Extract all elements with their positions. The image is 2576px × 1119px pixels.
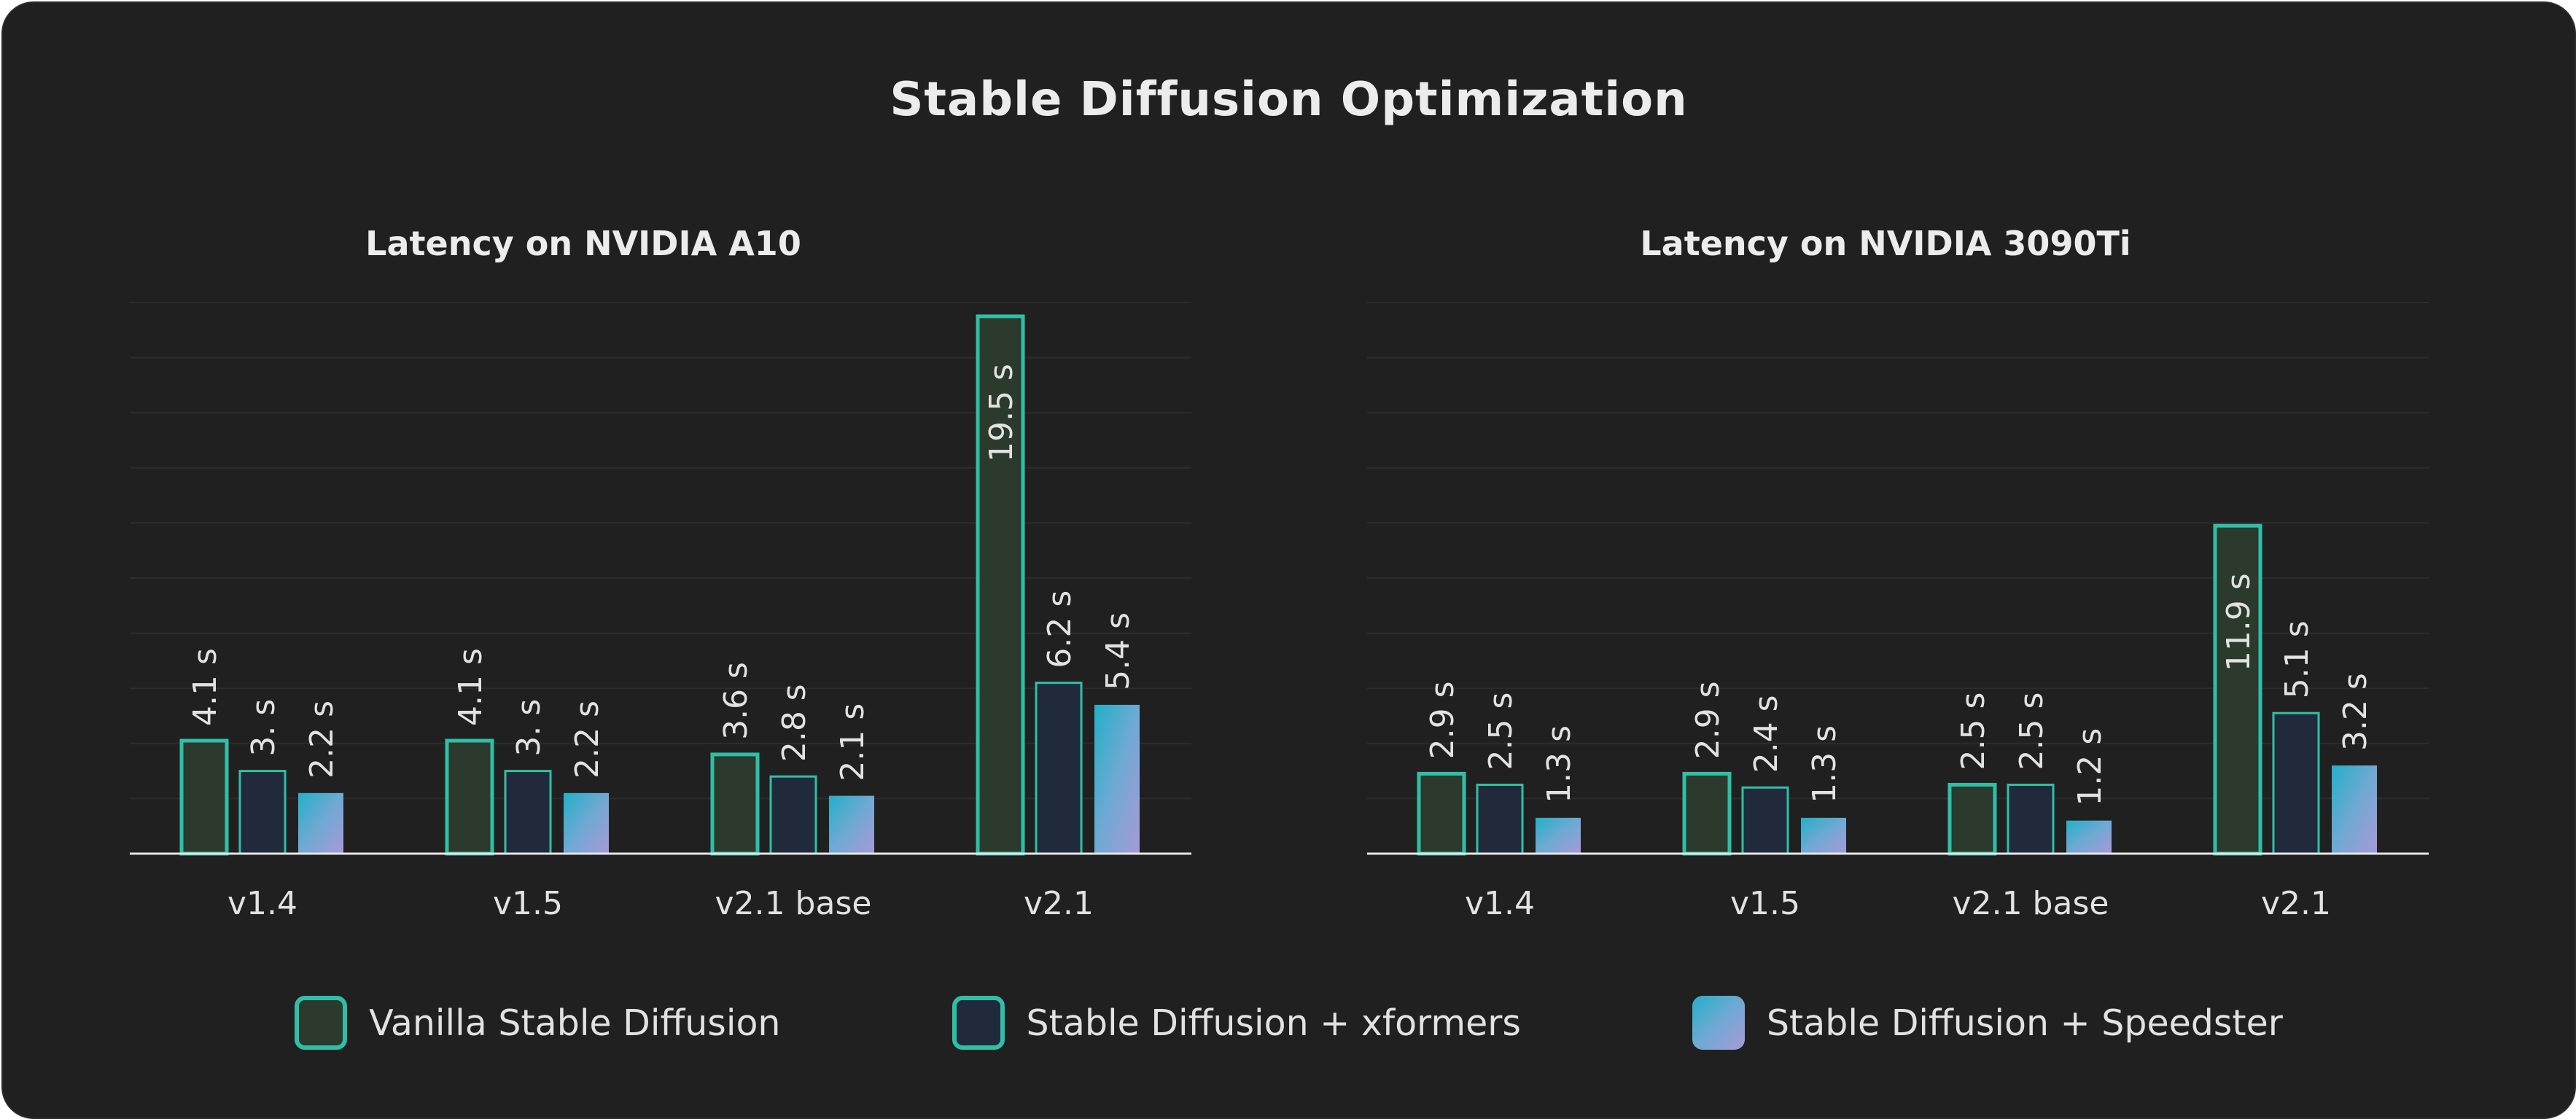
legend-item-xformers: Stable Diffusion + xformers — [952, 992, 1521, 1053]
chart-title: Latency on NVIDIA A10 — [365, 224, 801, 263]
data-label: 2.9 s — [1689, 681, 1727, 759]
data-label: 1.2 s — [2071, 728, 2109, 806]
bar-speedster-v2-1-base — [829, 795, 874, 854]
category-label: v1.4 — [227, 885, 297, 922]
category-label: v2.1 — [1024, 885, 1094, 922]
bar-speedster-v1-4 — [298, 792, 343, 854]
bar-xformers-v2-1-base — [769, 775, 817, 855]
data-label: 2.2 s — [303, 701, 341, 779]
bar-xformers-v2-1 — [2272, 711, 2320, 855]
data-label: 6.2 s — [1041, 590, 1078, 668]
data-label: 3. s — [245, 699, 282, 757]
bar-vanilla-v1-5 — [445, 738, 494, 856]
category-label: v2.1 base — [715, 885, 872, 922]
data-label: 1.3 s — [1541, 725, 1578, 803]
data-label: 2.1 s — [834, 703, 871, 781]
data-label: 4.1 s — [452, 648, 489, 726]
bar-vanilla-v1-5 — [1682, 771, 1732, 856]
bar-xformers-v2-1 — [1035, 682, 1083, 855]
bar-speedster-v1-4 — [1536, 817, 1581, 854]
data-label: 19.5 s — [983, 364, 1020, 462]
data-label: 2.5 s — [2013, 693, 2050, 771]
main-title: Stable Diffusion Optimization — [890, 73, 1688, 127]
bar-speedster-v1-5 — [564, 792, 609, 854]
category-label: v1.5 — [493, 885, 563, 922]
bar-vanilla-v1-4 — [179, 738, 229, 856]
category-label: v2.1 — [2261, 885, 2331, 922]
bar-vanilla-v2-1 — [976, 314, 1025, 856]
data-label: 3. s — [510, 699, 548, 757]
bar-speedster-v2-1 — [2332, 765, 2377, 854]
data-label: 2.4 s — [1748, 695, 1785, 773]
bar-speedster-v1-5 — [1801, 817, 1846, 854]
legend-swatch-vanilla — [295, 996, 348, 1050]
charts-canvas: Latency on NVIDIA A10 4.1 s 3. s 2.2 s v1.4 4… — [130, 224, 2429, 922]
legend-swatch-xformers — [952, 996, 1005, 1050]
category-label: v1.5 — [1730, 885, 1800, 922]
legend-label-vanilla: Vanilla Stable Diffusion — [369, 1002, 781, 1044]
legend-item-vanilla: Vanilla Stable Diffusion — [295, 992, 781, 1053]
legend-label-speedster: Stable Diffusion + Speedster — [1766, 1002, 2283, 1044]
data-label: 5.1 s — [2279, 620, 2316, 698]
data-label: 2.8 s — [776, 684, 813, 762]
data-label: 3.2 s — [2337, 673, 2374, 751]
data-label: 11.9 s — [2220, 573, 2257, 671]
category-label: v1.4 — [1465, 885, 1535, 922]
legend-item-speedster: Stable Diffusion + Speedster — [1692, 992, 2283, 1053]
data-label: 3.6 s — [717, 662, 755, 740]
bar-vanilla-v1-4 — [1417, 771, 1466, 856]
data-label: 4.1 s — [187, 648, 224, 726]
bar-xformers-v1-5 — [504, 770, 552, 855]
bar-xformers-v2-1-base — [2007, 784, 2055, 855]
data-label: 2.2 s — [569, 701, 606, 779]
chart-panel-2: Latency on NVIDIA 3090Ti 2.9 s 2.5 s 1.3 s v… — [1367, 224, 2429, 922]
data-label: 2.5 s — [1955, 693, 1992, 771]
legend: Vanilla Stable Diffusion Stable Diffusio… — [3, 992, 2575, 1053]
bar-xformers-v1-5 — [1741, 786, 1789, 855]
data-label: 2.9 s — [1424, 681, 1461, 759]
bar-vanilla-v2-1 — [2213, 523, 2262, 856]
bar-vanilla-v2-1-base — [1947, 783, 1997, 856]
chart-title: Latency on NVIDIA 3090Ti — [1640, 224, 2131, 263]
bar-vanilla-v2-1-base — [710, 752, 760, 856]
chart-panel-1: Latency on NVIDIA A10 4.1 s 3. s 2.2 s v1.4 4… — [130, 224, 1191, 922]
legend-swatch-speedster — [1692, 996, 1745, 1050]
data-label: 2.5 s — [1482, 693, 1519, 771]
bar-speedster-v2-1 — [1094, 704, 1140, 854]
data-label: 5.4 s — [1100, 612, 1137, 690]
data-label: 1.3 s — [1806, 725, 1843, 803]
bar-xformers-v1-4 — [238, 770, 287, 855]
bar-speedster-v2-1-base — [2066, 820, 2112, 854]
category-label: v2.1 base — [1953, 885, 2109, 922]
legend-label-xformers: Stable Diffusion + xformers — [1026, 1002, 1521, 1044]
bar-xformers-v1-4 — [1476, 784, 1524, 855]
